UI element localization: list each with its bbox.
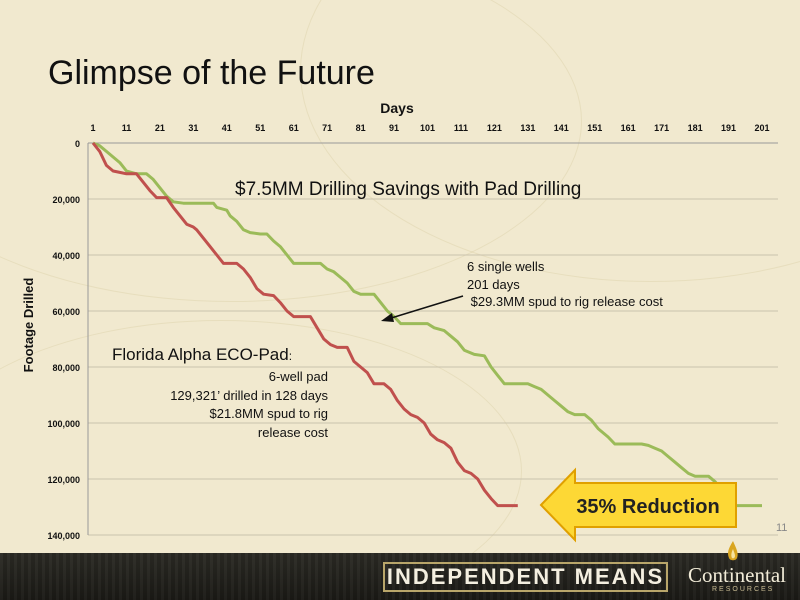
x-tick-label: 111 <box>454 123 468 133</box>
single-wells-line-3: $29.3MM spud to rig release cost <box>467 294 663 309</box>
x-tick-label: 91 <box>389 123 399 133</box>
x-tick-label: 11 <box>122 123 132 133</box>
y-tick-label: 40,000 <box>52 251 80 261</box>
x-tick-label: 201 <box>754 123 769 133</box>
pad-title-colon: : <box>289 349 292 363</box>
page-number: 11 <box>776 522 788 534</box>
y-tick-label: 140,000 <box>47 531 80 541</box>
pad-title: Florida Alpha ECO-Pad: <box>112 345 292 364</box>
y-axis-title: Footage Drilled <box>21 278 36 373</box>
company-logo-subtext: RESOURCES <box>712 586 775 593</box>
x-tick-label: 81 <box>356 123 366 133</box>
single-wells-line-1: 6 single wells <box>467 259 545 274</box>
callout-arrow <box>387 295 464 320</box>
x-tick-labels: 1 11 21 31 41 51 61 71 81 91 101 111 121 131 141 151 161… <box>90 123 769 133</box>
x-tick-label: 71 <box>322 123 332 133</box>
x-tick-label: 181 <box>688 123 703 133</box>
pad-detail-line-3: $21.8MM spud to rig <box>209 406 328 421</box>
y-tick-label: 0 <box>75 139 80 149</box>
y-tick-label: 80,000 <box>52 363 80 373</box>
y-tick-label: 100,000 <box>47 419 80 429</box>
pad-detail-line-4: release cost <box>258 425 328 440</box>
x-tick-label: 171 <box>654 123 669 133</box>
y-tick-labels: 0 20,000 40,000 60,000 80,000 100,000 120,000 1… <box>47 139 80 541</box>
headline-annotation: $7.5MM Drilling Savings with Pad Drillin… <box>235 179 581 200</box>
tagline-badge: INDEPENDENT MEANS <box>383 562 668 592</box>
flame-icon <box>728 541 738 561</box>
y-tick-label: 120,000 <box>47 475 80 485</box>
y-tick-label: 20,000 <box>52 195 80 205</box>
x-tick-label: 61 <box>289 123 299 133</box>
series-layer <box>91 141 762 508</box>
x-tick-label: 31 <box>188 123 198 133</box>
x-tick-label: 41 <box>222 123 232 133</box>
x-tick-label: 21 <box>155 123 165 133</box>
reduction-label: 35% Reduction <box>576 496 719 518</box>
pad-detail-line-1: 6-well pad <box>269 369 328 384</box>
x-tick-label: 161 <box>621 123 636 133</box>
y-tick-label: 60,000 <box>52 307 80 317</box>
x-tick-label: 141 <box>554 123 569 133</box>
x-tick-label: 121 <box>487 123 502 133</box>
callout-arrow-head <box>381 313 394 322</box>
x-axis-title: Days <box>380 100 414 116</box>
slide-title: Glimpse of the Future <box>48 54 375 92</box>
reduction-arrow <box>539 467 737 543</box>
single-wells-line-2: 201 days <box>467 277 520 292</box>
company-logo-text: Continental <box>688 563 786 587</box>
x-tick-label: 191 <box>721 123 736 133</box>
x-tick-label: 131 <box>520 123 535 133</box>
x-tick-label: 1 <box>90 123 95 133</box>
grid-lines <box>88 198 778 536</box>
x-tick-label: 151 <box>587 123 602 133</box>
pad-detail-line-2: 129,321’ drilled in 128 days <box>170 388 328 403</box>
pad-title-name: Florida Alpha ECO-Pad <box>112 345 289 364</box>
series-line-pad <box>91 142 518 508</box>
series-line-single <box>92 141 762 508</box>
x-tick-label: 51 <box>255 123 265 133</box>
x-tick-label: 101 <box>420 123 435 133</box>
